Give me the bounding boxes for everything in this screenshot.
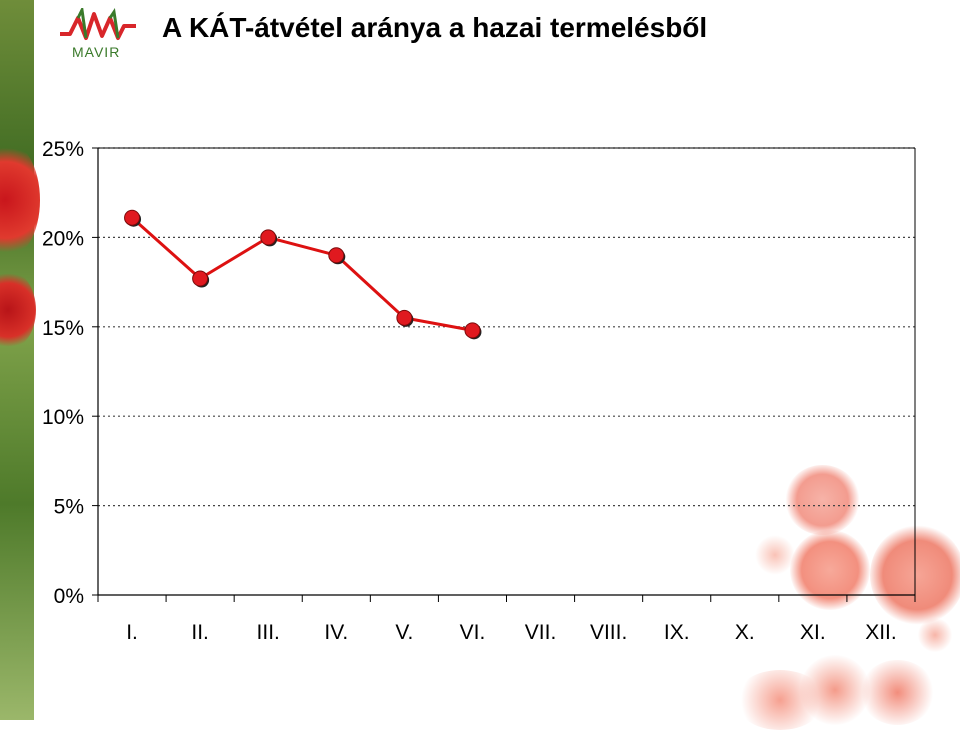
data-point bbox=[396, 309, 413, 326]
x-tick-label: X. bbox=[735, 621, 755, 644]
x-tick-label: VII. bbox=[525, 621, 557, 644]
page-title: A KÁT-átvétel aránya a hazai termelésből bbox=[162, 12, 708, 43]
y-tick-labels: 0% 5% 10% 15% 20% 25% bbox=[42, 138, 84, 608]
data-point bbox=[328, 247, 345, 264]
x-tick-label: IV. bbox=[324, 621, 348, 644]
x-tick-label: IX. bbox=[664, 621, 690, 644]
x-tick-label: VI. bbox=[460, 621, 486, 644]
y-tick-label: 20% bbox=[42, 227, 84, 250]
decorative-poppy bbox=[800, 655, 870, 725]
series-line bbox=[131, 216, 473, 332]
decorative-poppy bbox=[755, 535, 795, 575]
x-tick-label: XI. bbox=[800, 621, 826, 644]
decorative-poppy bbox=[785, 465, 860, 535]
data-point bbox=[124, 209, 141, 226]
x-tick-label: XII. bbox=[865, 621, 897, 644]
mavir-logo bbox=[60, 8, 136, 40]
y-tick-label: 10% bbox=[42, 406, 84, 429]
decorative-poppy bbox=[918, 618, 952, 652]
data-point bbox=[260, 229, 277, 246]
axis-layer bbox=[92, 147, 916, 602]
y-tick-label: 25% bbox=[42, 138, 84, 161]
x-tick-labels: I. II. III. IV. V. VI. VII. VIII. IX. X. XI. XII. bbox=[126, 621, 897, 644]
y-tick-label: 5% bbox=[54, 496, 84, 519]
series-layer bbox=[124, 209, 482, 340]
logo-text: MAVIR bbox=[72, 44, 121, 60]
decorative-left-strip bbox=[0, 0, 34, 720]
data-point bbox=[464, 322, 481, 339]
data-point bbox=[192, 270, 209, 287]
x-tick-label: II. bbox=[191, 621, 209, 644]
decorative-poppy bbox=[860, 660, 935, 725]
y-tick-label: 0% bbox=[54, 585, 84, 608]
x-tick-label: V. bbox=[395, 621, 413, 644]
x-tick-label: III. bbox=[257, 621, 280, 644]
x-tick-label: I. bbox=[126, 621, 138, 644]
grid-layer bbox=[98, 147, 915, 507]
decorative-poppy bbox=[790, 530, 870, 610]
y-tick-label: 15% bbox=[42, 317, 84, 340]
x-tick-label: VIII. bbox=[590, 621, 627, 644]
